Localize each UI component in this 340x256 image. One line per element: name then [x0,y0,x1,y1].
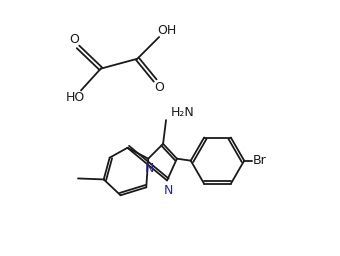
Text: HO: HO [65,91,85,104]
Text: O: O [154,81,164,94]
Text: N: N [163,184,173,197]
Text: N: N [144,162,154,175]
Text: O: O [69,34,79,47]
Text: H₂N: H₂N [171,106,195,119]
Text: Br: Br [253,154,267,167]
Text: OH: OH [157,24,177,37]
